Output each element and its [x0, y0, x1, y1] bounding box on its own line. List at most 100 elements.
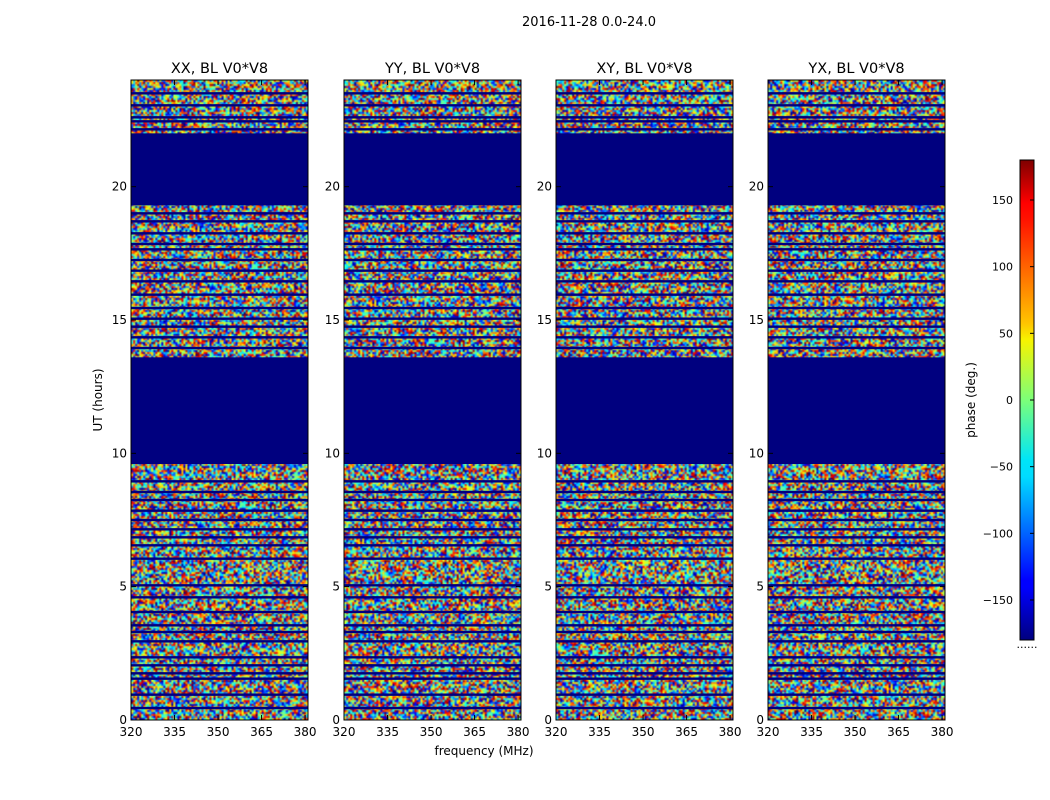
flagged-block — [768, 357, 945, 464]
y-tick-label: 0 — [332, 713, 340, 727]
scan-gap — [131, 584, 308, 587]
y-tick-label: 5 — [332, 580, 340, 594]
y-tick-label: 0 — [756, 713, 764, 727]
scan-gap — [556, 557, 733, 560]
colorbar-ticks: 150 100 50 0 −50 −100 −150 — [983, 194, 1034, 607]
scan-gap — [556, 664, 733, 667]
y-tick-label: 15 — [112, 313, 127, 327]
scan-gap — [344, 280, 521, 283]
x-tick-label: 380 — [507, 725, 530, 739]
scan-gap — [344, 640, 521, 643]
scan-gap — [344, 624, 521, 627]
scan-gap — [556, 509, 733, 512]
scan-gap — [556, 128, 733, 131]
x-tick-label: 320 — [545, 725, 568, 739]
flagged-block — [556, 357, 733, 464]
scan-gap — [344, 128, 521, 131]
x-tick-label: 335 — [800, 725, 823, 739]
scan-gap — [131, 92, 308, 95]
x-tick-label: 350 — [207, 725, 230, 739]
scan-gap — [131, 212, 308, 215]
scan-gap — [556, 116, 733, 119]
scan-gap — [344, 544, 521, 547]
panel-yy: YY, BL V0*V8 320 335 350 365 380 0 5 10 15 20 — [325, 61, 530, 739]
scan-gap — [344, 693, 521, 696]
colorbar-tick-label: 50 — [999, 327, 1013, 340]
scan-gap — [344, 630, 521, 634]
scan-gap — [768, 610, 945, 614]
x-tick-label: 335 — [163, 725, 186, 739]
scan-gap — [768, 258, 945, 262]
scan-gap — [768, 672, 945, 675]
y-tick-label: 10 — [749, 446, 764, 460]
scan-gap — [768, 536, 945, 539]
scan-gap — [344, 656, 521, 659]
x-tick-label: 320 — [120, 725, 143, 739]
scan-gap — [131, 120, 308, 123]
scan-gap — [344, 706, 521, 710]
scan-gap — [344, 212, 521, 215]
scan-gap — [131, 596, 308, 599]
scan-gap — [131, 706, 308, 710]
flagged-block — [344, 133, 521, 206]
scan-gap — [344, 509, 521, 512]
panel-frame — [130, 79, 309, 721]
scan-gap — [768, 693, 945, 696]
scan-gap — [344, 120, 521, 123]
scan-gap — [131, 518, 308, 522]
flagged-block — [344, 357, 521, 464]
scan-gap — [556, 92, 733, 95]
y-tick-label: 10 — [537, 446, 552, 460]
scan-gap — [131, 664, 308, 667]
scan-gap — [131, 269, 308, 272]
panel-xx: XX, BL V0*V8 320 335 350 365 380 0 5 10 15 20 — [112, 61, 317, 739]
scan-gap — [556, 490, 733, 494]
scan-gap — [131, 480, 308, 483]
scan-gap — [556, 672, 733, 675]
scan-gap — [768, 557, 945, 560]
panel-title: XY, BL V0*V8 — [596, 61, 692, 77]
scan-gap — [768, 706, 945, 710]
panel-title: XX, BL V0*V8 — [171, 61, 268, 77]
suptitle: 2016-11-28 0.0-24.0 — [522, 15, 656, 30]
scan-gap — [344, 672, 521, 675]
scan-gap — [344, 528, 521, 531]
scan-gap — [556, 706, 733, 710]
scan-gap — [556, 104, 733, 107]
scan-gap — [344, 317, 521, 320]
scan-gap — [556, 317, 733, 320]
scan-gap — [131, 232, 308, 235]
scan-gap — [131, 672, 308, 675]
scan-gap — [556, 498, 733, 502]
panel-xy: XY, BL V0*V8 320 335 350 365 380 0 5 10 15 20 — [537, 61, 742, 739]
scan-gap — [556, 693, 733, 696]
y-tick-label: 5 — [756, 580, 764, 594]
x-tick-label: 320 — [757, 725, 780, 739]
scan-gap — [768, 490, 945, 494]
scan-gap — [344, 584, 521, 587]
scan-gap — [131, 509, 308, 512]
scan-gap — [768, 92, 945, 95]
scan-gap — [768, 325, 945, 328]
scan-gap — [556, 640, 733, 643]
scan-gap — [768, 116, 945, 119]
scan-gap — [556, 596, 733, 599]
scan-gap — [556, 258, 733, 262]
scan-gap — [344, 116, 521, 119]
scan-gap — [131, 610, 308, 614]
scan-gap — [131, 557, 308, 560]
scan-gap — [768, 212, 945, 215]
x-tick-label: 335 — [376, 725, 399, 739]
scan-gap — [768, 544, 945, 547]
scan-gap — [344, 557, 521, 560]
scan-gap — [556, 306, 733, 310]
scan-gap — [768, 336, 945, 339]
scan-gap — [556, 220, 733, 223]
scan-gap — [768, 664, 945, 667]
scan-gap — [556, 346, 733, 350]
scan-gap — [344, 269, 521, 272]
scan-gap — [768, 584, 945, 587]
scan-gap — [556, 232, 733, 235]
